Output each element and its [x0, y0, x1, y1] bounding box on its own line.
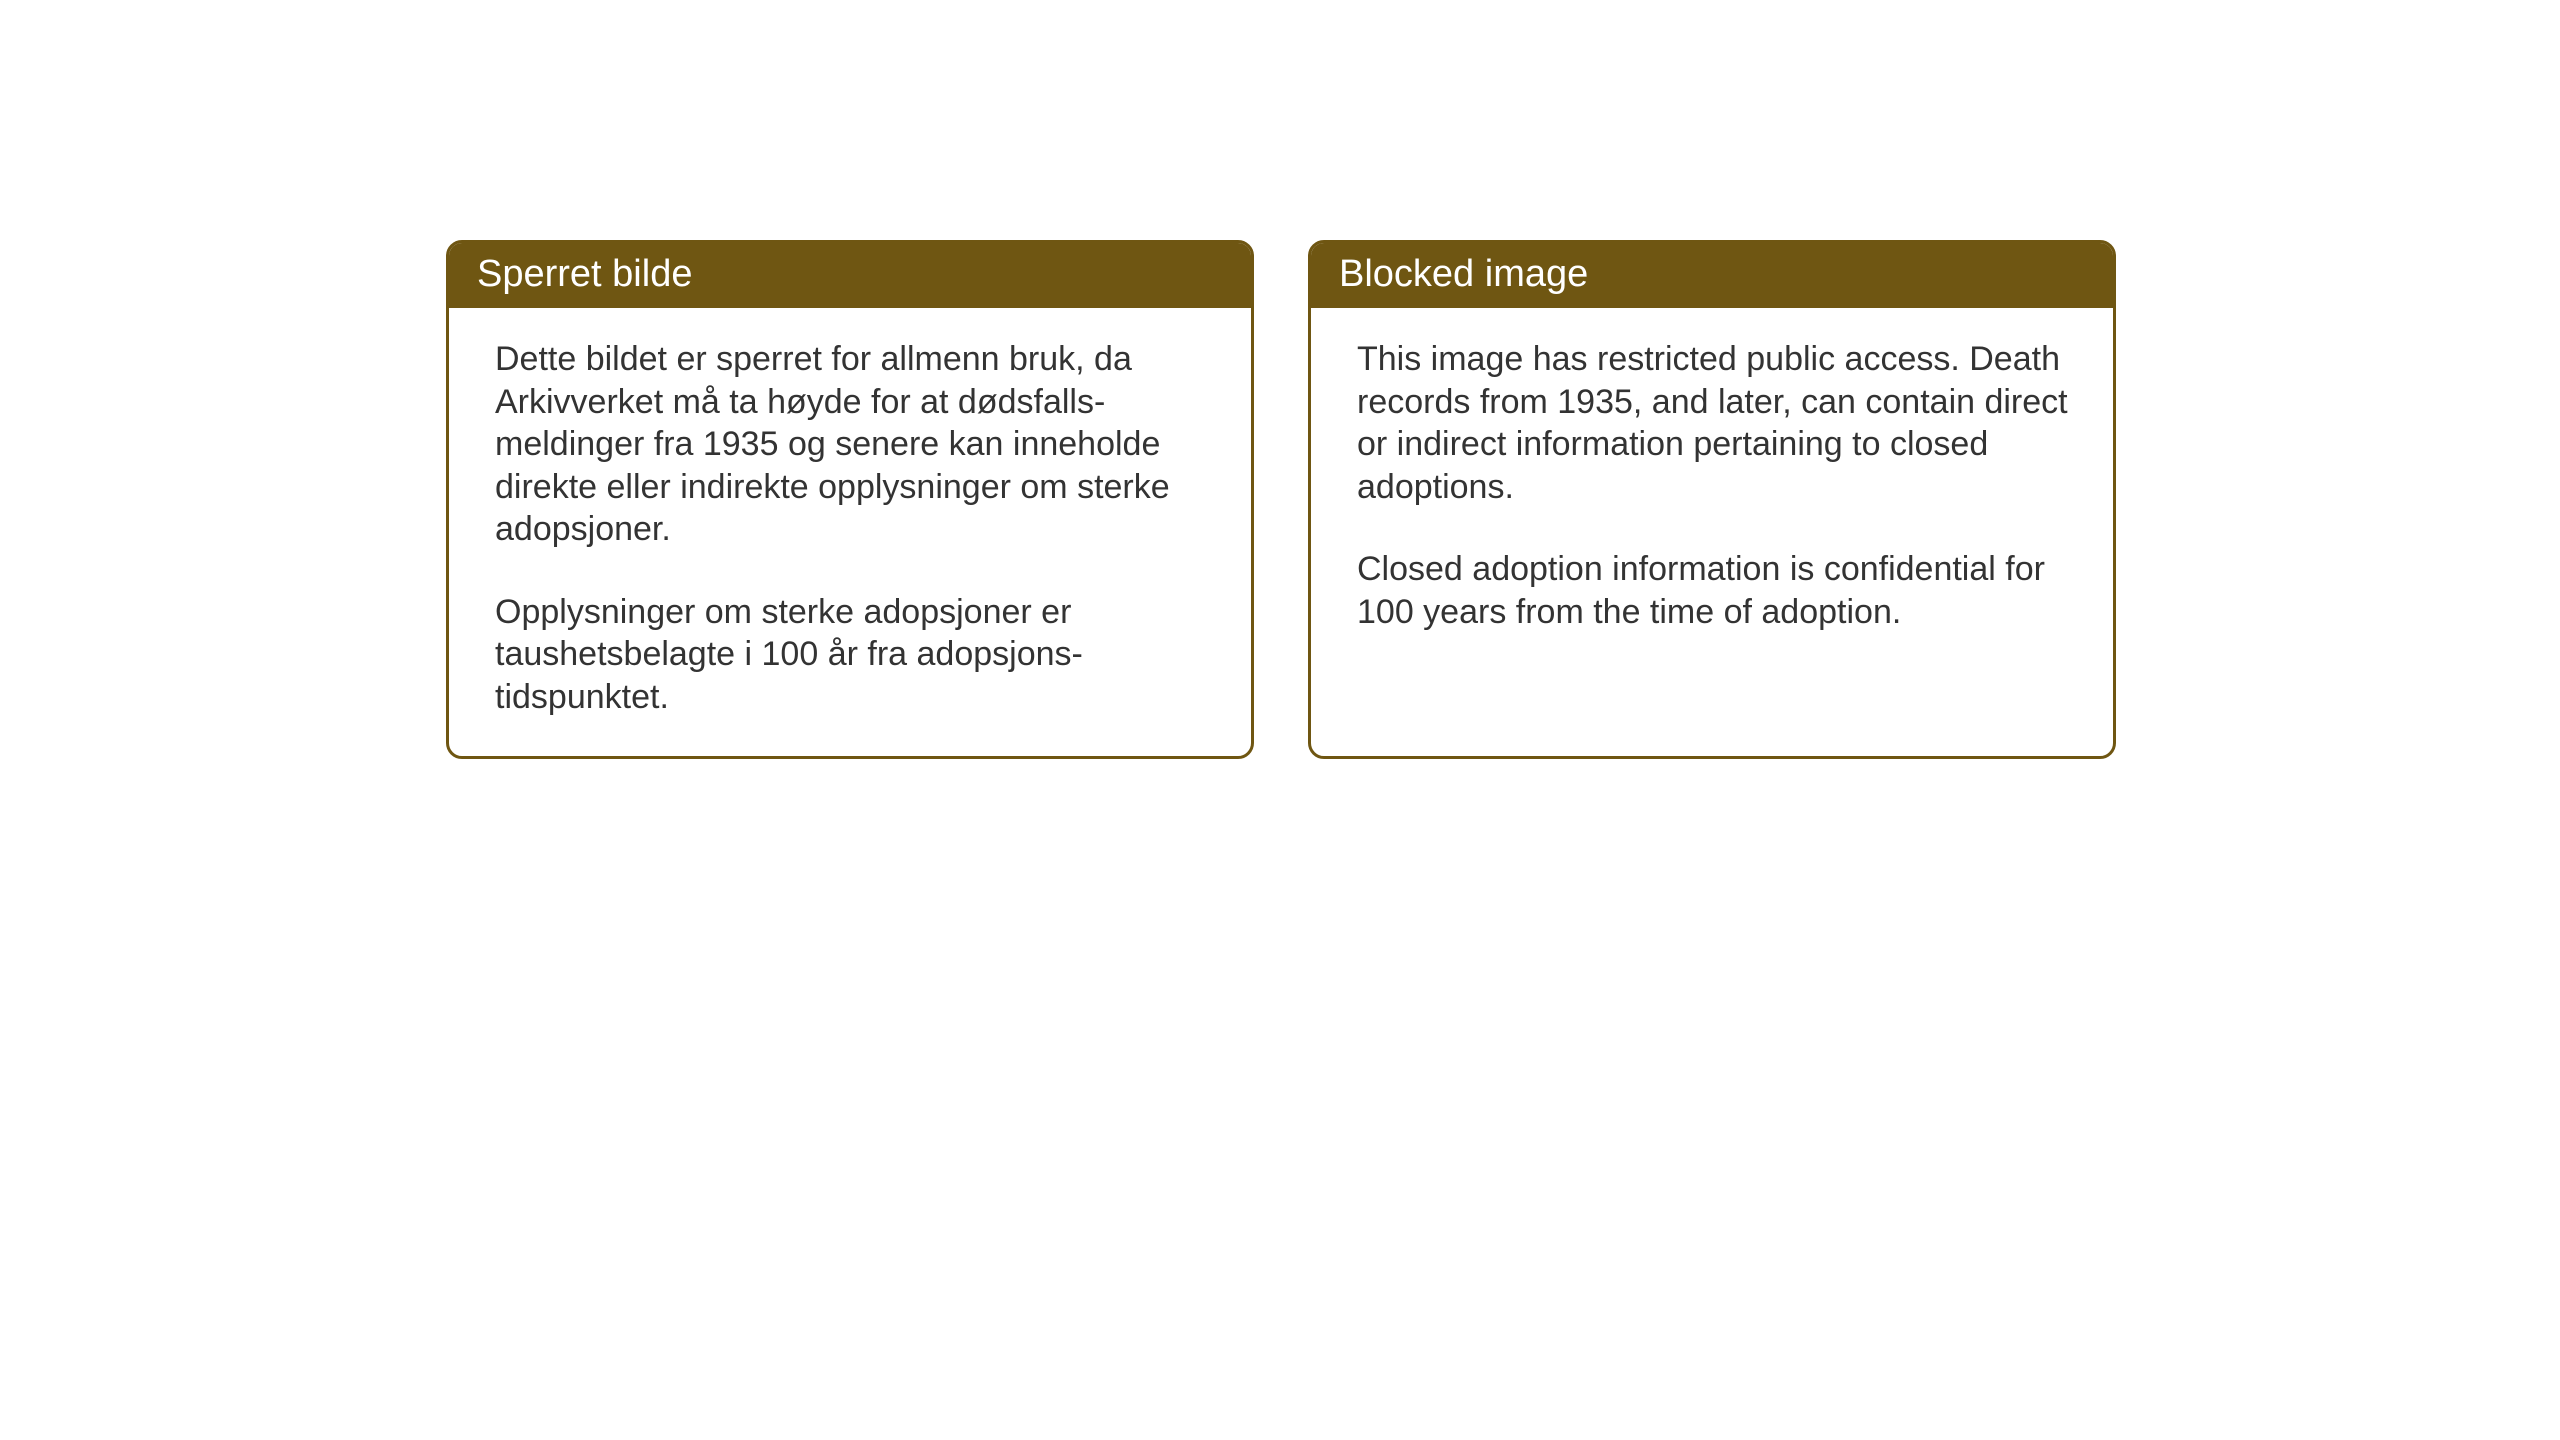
notice-paragraph: Dette bildet er sperret for allmenn bruk…	[495, 338, 1213, 551]
notice-paragraph: This image has restricted public access.…	[1357, 338, 2075, 508]
notice-paragraph: Closed adoption information is confident…	[1357, 548, 2075, 633]
notice-body-english: This image has restricted public access.…	[1311, 308, 2113, 671]
notice-card-norwegian: Sperret bilde Dette bildet er sperret fo…	[446, 240, 1254, 759]
notice-header-english: Blocked image	[1311, 243, 2113, 308]
notice-body-norwegian: Dette bildet er sperret for allmenn bruk…	[449, 308, 1251, 756]
notice-paragraph: Opplysninger om sterke adopsjoner er tau…	[495, 591, 1213, 719]
notice-header-norwegian: Sperret bilde	[449, 243, 1251, 308]
notice-container: Sperret bilde Dette bildet er sperret fo…	[446, 240, 2116, 759]
notice-card-english: Blocked image This image has restricted …	[1308, 240, 2116, 759]
